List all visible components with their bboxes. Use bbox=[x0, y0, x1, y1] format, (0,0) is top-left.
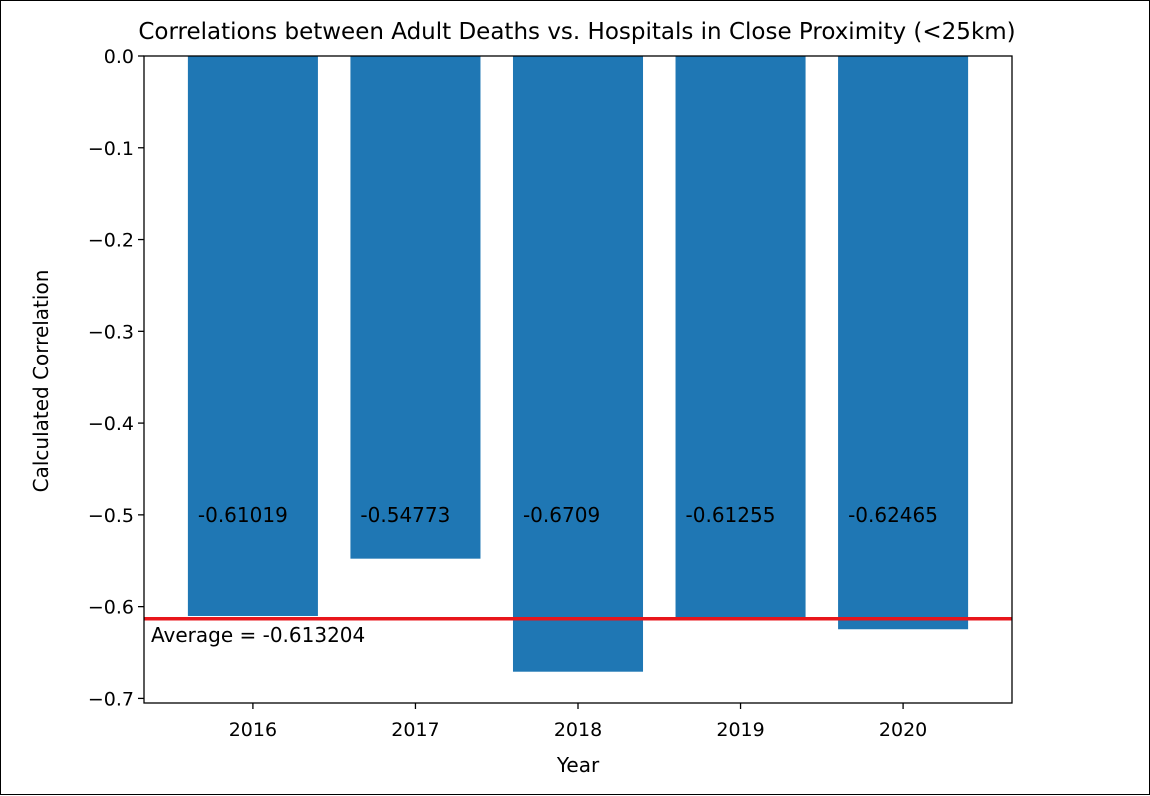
y-tick-label: −0.4 bbox=[88, 413, 134, 435]
x-tick-label: 2016 bbox=[229, 719, 277, 741]
bar-2018 bbox=[512, 56, 644, 672]
bar-2017 bbox=[350, 56, 481, 559]
y-tick-label: −0.5 bbox=[88, 505, 134, 527]
y-tick-label: −0.3 bbox=[88, 321, 134, 343]
x-axis-label: Year bbox=[556, 753, 600, 777]
y-tick-label: −0.6 bbox=[88, 597, 134, 619]
data-label-2017: -0.54773 bbox=[360, 503, 450, 527]
y-axis-label: Calculated Correlation bbox=[29, 270, 53, 493]
bar-2020 bbox=[838, 56, 969, 630]
y-tick-label: −0.2 bbox=[88, 230, 134, 252]
data-label-2020: -0.62465 bbox=[848, 503, 938, 527]
plot-area: -0.61019 -0.54773 -0.6709 -0.61255 -0.62465 A… bbox=[88, 46, 1013, 741]
y-tick-label: −0.1 bbox=[88, 138, 134, 160]
bar-2016 bbox=[187, 56, 318, 616]
y-tick-label: 0.0 bbox=[104, 46, 134, 68]
data-label-2018: -0.6709 bbox=[523, 503, 600, 527]
data-label-2016: -0.61019 bbox=[198, 503, 288, 527]
x-tick-label: 2017 bbox=[391, 719, 439, 741]
x-tick-label: 2019 bbox=[716, 719, 764, 741]
y-tick-label: −0.7 bbox=[88, 688, 134, 710]
average-label: Average = -0.613204 bbox=[151, 623, 365, 647]
bar-2019 bbox=[675, 56, 806, 619]
x-tick-label: 2020 bbox=[879, 719, 927, 741]
data-label-2019: -0.61255 bbox=[686, 503, 776, 527]
chart-title: Correlations between Adult Deaths vs. Ho… bbox=[138, 19, 1015, 45]
x-tick-label: 2018 bbox=[554, 719, 602, 741]
